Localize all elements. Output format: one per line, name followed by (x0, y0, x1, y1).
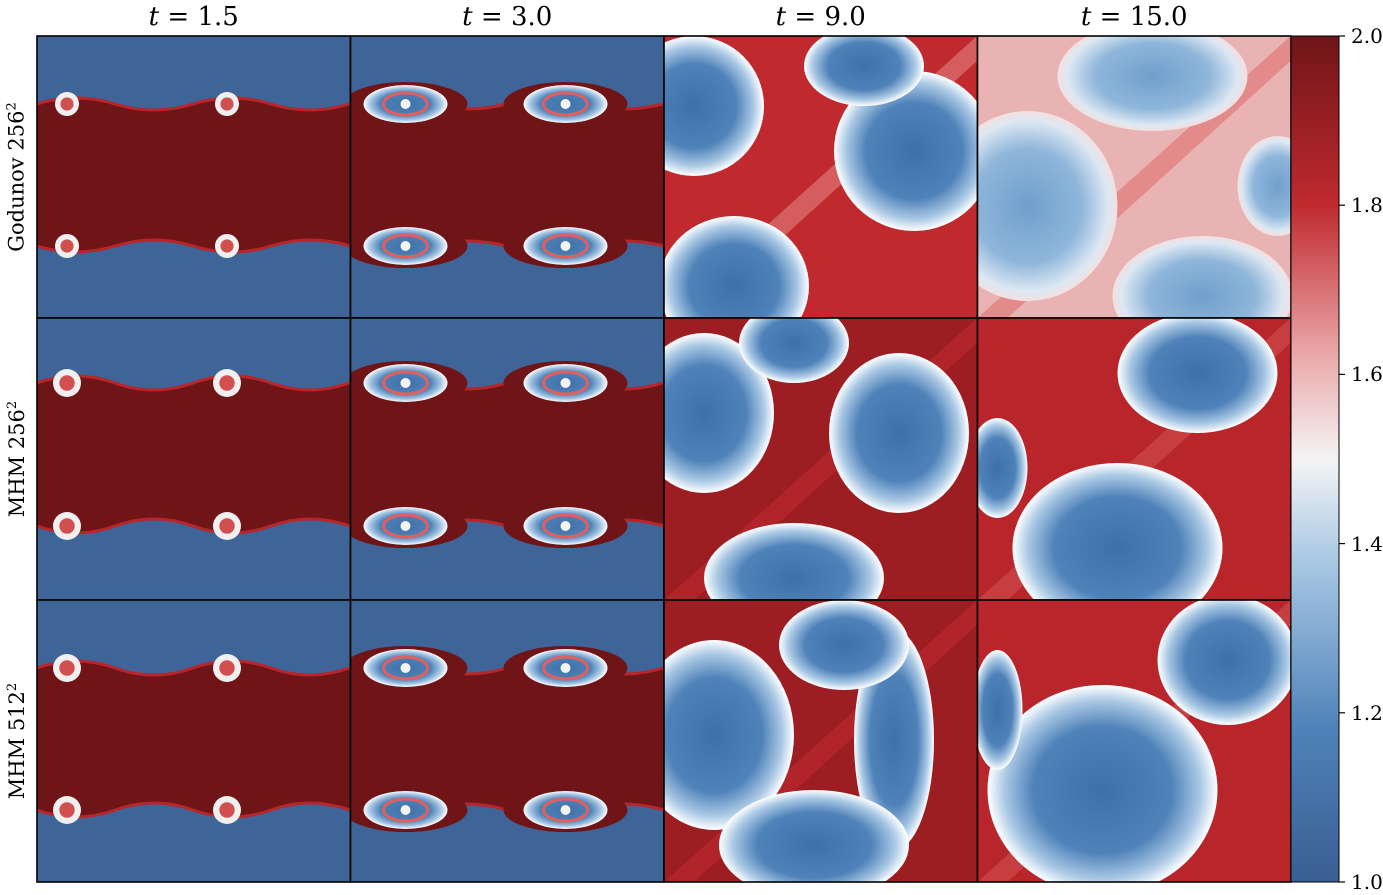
panel-r1-c0 (36, 317, 352, 601)
column-title: t = 15.0 (1080, 2, 1188, 32)
panel-r2-c2 (663, 599, 979, 883)
colorbar-tick-label: 1.6 (1351, 362, 1383, 387)
colorbar-ticks (1339, 35, 1345, 883)
colorbar-tick-label: 1.4 (1351, 531, 1383, 556)
panel-r2-c1 (349, 599, 665, 883)
column-title: t = 3.0 (462, 2, 553, 32)
panel-r2-c3 (976, 599, 1292, 883)
colorbar-tick-label: 1.2 (1351, 700, 1383, 725)
row-label: MHM 5122 (5, 682, 30, 800)
colorbar (1290, 35, 1340, 883)
column-title: t = 1.5 (148, 2, 239, 32)
panel-r0-c1 (349, 35, 665, 319)
panel-r0-c3 (976, 35, 1292, 319)
panel-r1-c2 (663, 317, 979, 601)
colorbar-tick-label: 2.0 (1351, 24, 1383, 48)
panel-r0-c2 (663, 35, 979, 319)
row-label: Godunov 2562 (5, 102, 30, 252)
panel-grid (36, 35, 1292, 883)
column-title: t = 9.0 (775, 2, 866, 32)
row-label: MHM 2562 (5, 400, 30, 518)
panel-r2-c0 (36, 599, 352, 883)
colorbar-tick-label: 1.8 (1351, 193, 1383, 218)
panel-r1-c3 (976, 317, 1292, 601)
colorbar-tick-label: 1.0 (1351, 870, 1383, 894)
